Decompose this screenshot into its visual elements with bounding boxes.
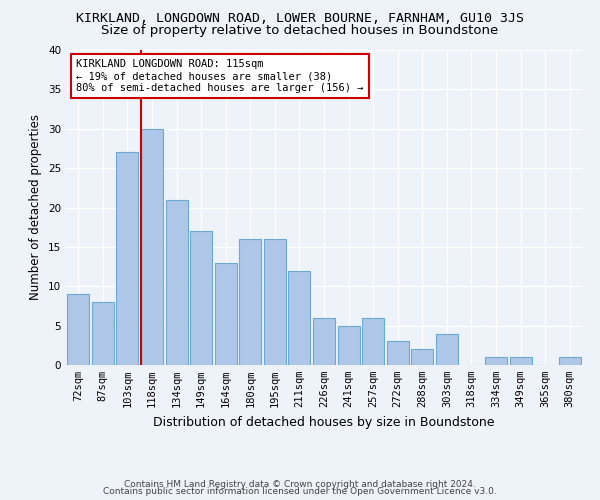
Bar	[264, 239, 286, 365]
Bar	[166, 200, 188, 365]
Bar	[215, 262, 237, 365]
Bar	[386, 342, 409, 365]
Text: Contains public sector information licensed under the Open Government Licence v3: Contains public sector information licen…	[103, 487, 497, 496]
Bar	[239, 239, 262, 365]
Bar	[313, 318, 335, 365]
Bar	[289, 270, 310, 365]
Bar	[411, 349, 433, 365]
Text: KIRKLAND LONGDOWN ROAD: 115sqm
← 19% of detached houses are smaller (38)
80% of : KIRKLAND LONGDOWN ROAD: 115sqm ← 19% of …	[76, 60, 364, 92]
Bar	[141, 128, 163, 365]
Bar	[559, 357, 581, 365]
Bar	[190, 231, 212, 365]
Bar	[116, 152, 139, 365]
Bar	[362, 318, 384, 365]
Text: Contains HM Land Registry data © Crown copyright and database right 2024.: Contains HM Land Registry data © Crown c…	[124, 480, 476, 489]
Bar	[67, 294, 89, 365]
Y-axis label: Number of detached properties: Number of detached properties	[29, 114, 43, 300]
Bar	[92, 302, 114, 365]
Bar	[338, 326, 359, 365]
Bar	[436, 334, 458, 365]
Bar	[485, 357, 507, 365]
Text: KIRKLAND, LONGDOWN ROAD, LOWER BOURNE, FARNHAM, GU10 3JS: KIRKLAND, LONGDOWN ROAD, LOWER BOURNE, F…	[76, 12, 524, 26]
Text: Size of property relative to detached houses in Boundstone: Size of property relative to detached ho…	[101, 24, 499, 37]
Bar	[509, 357, 532, 365]
X-axis label: Distribution of detached houses by size in Boundstone: Distribution of detached houses by size …	[153, 416, 495, 428]
